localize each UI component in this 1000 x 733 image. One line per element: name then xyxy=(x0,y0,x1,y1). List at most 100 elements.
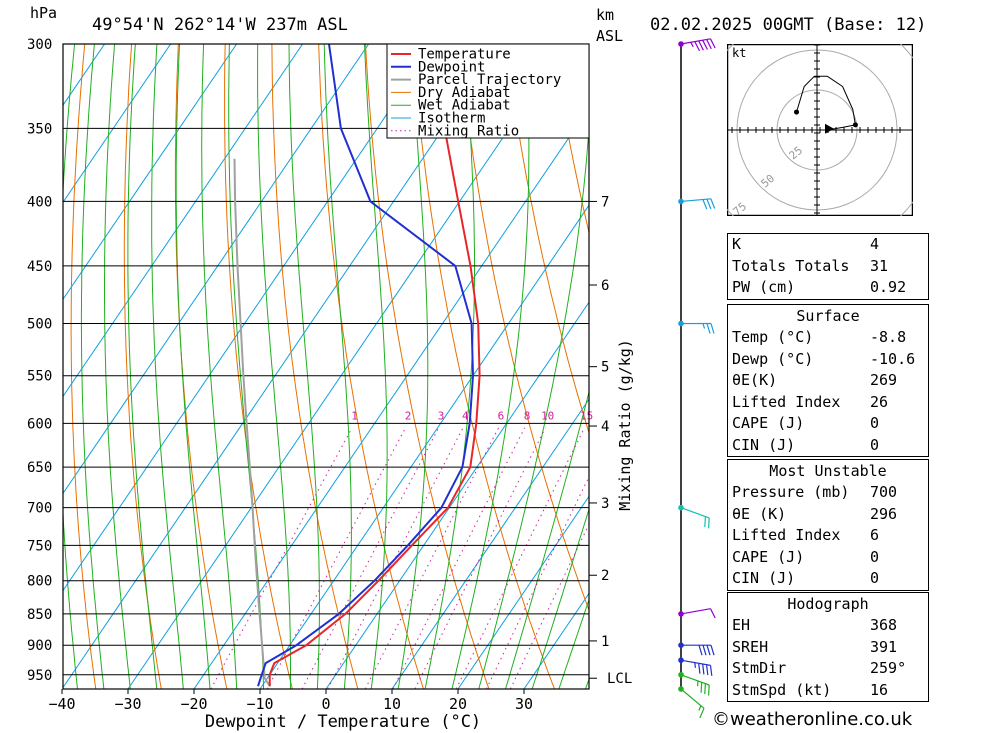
km-tick-label: 6 xyxy=(601,278,609,294)
index-row: Pressure (mb) 700 xyxy=(728,482,928,504)
dry-adiabat-line xyxy=(365,44,490,689)
mixing-ratio-value-label: 4 xyxy=(462,409,469,422)
indices-panel-surface: Surface Temp (°C) -8.8 Dewp (°C) -10.6 θE(K)… xyxy=(727,304,929,457)
isotherm-line xyxy=(63,44,172,204)
legend-label: Wet Adiabat xyxy=(418,98,511,114)
index-row: Totals Totals 31 xyxy=(728,256,928,278)
wind-barb-flag xyxy=(706,645,711,656)
surface-title: Surface xyxy=(796,307,860,325)
dry-adiabat-line xyxy=(458,44,589,612)
isotherm-line xyxy=(63,44,238,301)
pressure-tick-label: 700 xyxy=(27,501,52,517)
mixing-ratio-line xyxy=(485,475,589,689)
index-row: CAPE (J) 0 xyxy=(728,547,928,569)
height-unit-label: km xyxy=(596,6,614,24)
index-row: SREH 391 xyxy=(728,637,928,659)
pressure-tick-label: 750 xyxy=(27,538,52,554)
pressure-axis: 300 350 400 450 500 550 600 650 700 750 800 850 900 9… xyxy=(27,37,52,684)
km-tick-label: 2 xyxy=(601,568,609,584)
index-row: StmDir 259° xyxy=(728,658,928,680)
x-tick-label: −40 xyxy=(48,695,75,713)
wet-adiabat-line xyxy=(104,44,131,689)
legend-label: Dry Adiabat xyxy=(418,85,511,101)
wind-barb-flag xyxy=(710,645,715,656)
isotherm-line xyxy=(63,44,106,107)
height-ref-label: ASL xyxy=(596,27,623,45)
wind-barb-shaft xyxy=(680,38,711,45)
hodograph-title: Hodograph xyxy=(787,595,869,613)
isotherm-line xyxy=(63,44,370,495)
dry-adiabat-line xyxy=(505,44,589,435)
pressure-tick-label: 400 xyxy=(27,194,52,210)
dry-adiabat-line xyxy=(411,44,555,689)
wind-barb-flag xyxy=(708,517,710,529)
index-value: 31 xyxy=(870,256,889,275)
wind-barb-flag xyxy=(702,199,708,210)
mixing-ratio-line xyxy=(414,427,546,689)
index-row: CIN (J) 0 xyxy=(728,568,928,590)
hodograph-trace-end xyxy=(794,109,800,115)
hodograph-unit-label: kt xyxy=(732,46,746,60)
wind-barb-shaft xyxy=(680,659,711,666)
index-label: Pressure (mb) xyxy=(732,483,850,501)
index-label: θE(K) xyxy=(732,371,778,389)
wind-barb-flag xyxy=(690,42,694,48)
wind-barb-flag xyxy=(706,323,711,334)
x-tick-label: −20 xyxy=(180,695,207,713)
km-tick-label: 1 xyxy=(601,634,609,650)
pressure-unit-label: hPa xyxy=(30,4,57,22)
location-title: 49°54'N 262°14'W 237m ASL xyxy=(92,15,348,35)
legend-label: Isotherm xyxy=(418,111,485,127)
index-label: Temp (°C) xyxy=(732,328,814,346)
datetime-title: 02.02.2025 00GMT (Base: 12) xyxy=(650,15,926,35)
mixing-ratio-line xyxy=(455,427,585,689)
footer-credit[interactable]: ©weatheronline.co.uk xyxy=(712,709,912,730)
mixing-ratio-value-label: 15 xyxy=(580,409,593,422)
isotherm-line xyxy=(127,44,568,689)
mixing-ratio-value-label: 6 xyxy=(498,409,505,422)
km-tick-label: 5 xyxy=(601,360,609,376)
x-tick-label: −30 xyxy=(114,695,141,713)
wet-adiabat-line xyxy=(558,598,589,689)
index-row: StmSpd (kt) 16 xyxy=(728,680,928,702)
wind-level-dot xyxy=(678,320,684,327)
km-tick-label: 7 xyxy=(601,194,609,210)
wet-adiabat-line xyxy=(424,44,475,689)
index-label: CIN (J) xyxy=(732,569,796,587)
wind-barb-flag xyxy=(709,665,713,676)
isotherm-line xyxy=(0,44,39,689)
pressure-tick-label: 800 xyxy=(27,574,52,590)
wind-barb-flag xyxy=(698,645,703,656)
isotherm-line xyxy=(457,495,589,689)
index-value: 368 xyxy=(870,616,898,634)
wind-barb-flag xyxy=(708,684,710,696)
wind-barb-flag xyxy=(709,608,716,619)
index-label: K xyxy=(732,235,742,253)
x-axis-label: Dewpoint / Temperature (°C) xyxy=(205,712,481,732)
x-tick-label: 10 xyxy=(383,695,401,713)
wind-barb-shaft xyxy=(680,674,710,686)
isotherm-line xyxy=(193,107,589,689)
index-value: 0 xyxy=(870,569,880,587)
wind-barb-flag xyxy=(706,198,712,210)
wet-adiabat-line xyxy=(127,44,158,689)
series-dewpoint xyxy=(257,44,474,687)
indices-panel-most-unstable: Most Unstable Pressure (mb) 700 θE (K) 296 L… xyxy=(727,459,929,591)
wet-adiabat-line xyxy=(531,507,589,689)
index-row: EH 368 xyxy=(728,615,928,637)
index-value: -10.6 xyxy=(870,349,916,368)
index-row: Dewp (°C) -10.6 xyxy=(728,349,928,371)
wind-barb-flag xyxy=(702,323,706,329)
background-lines xyxy=(0,44,1000,689)
dry-adiabat-line xyxy=(552,44,589,235)
index-label: PW (cm) xyxy=(732,278,796,296)
dry-adiabat-line xyxy=(174,44,228,689)
wind-barb-flag xyxy=(702,663,705,675)
storm-motion-icon xyxy=(825,123,834,134)
site-link[interactable]: weatheronline.co.uk xyxy=(730,709,913,730)
dry-adiabat-line xyxy=(927,44,1000,689)
km-tick-label: 4 xyxy=(601,419,609,435)
dry-adiabat-line xyxy=(123,44,162,689)
mixing-ratio-value-label: 2 xyxy=(405,409,412,422)
